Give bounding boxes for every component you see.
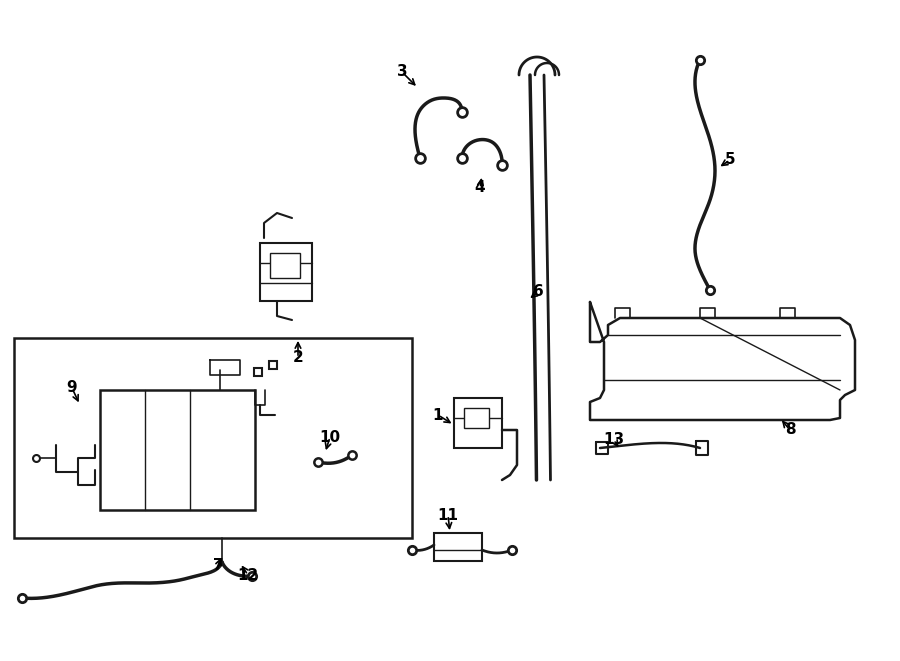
Bar (100, 390, 255, 510)
Text: 3: 3 (397, 65, 408, 79)
Bar (270, 253, 300, 278)
Text: 11: 11 (437, 508, 458, 522)
Text: 8: 8 (785, 422, 796, 438)
Bar (14, 338, 412, 538)
Text: 6: 6 (533, 284, 544, 299)
Text: 1: 1 (433, 407, 443, 422)
Text: 13: 13 (603, 432, 625, 447)
Text: 5: 5 (724, 153, 735, 167)
Bar (260, 243, 312, 301)
Bar (454, 398, 502, 448)
Bar (464, 408, 489, 428)
Text: 7: 7 (212, 559, 223, 574)
Bar (434, 533, 482, 561)
Text: 4: 4 (474, 180, 485, 196)
Text: 2: 2 (292, 350, 303, 366)
Text: 10: 10 (320, 430, 340, 444)
Text: 9: 9 (67, 381, 77, 395)
Text: 12: 12 (238, 568, 258, 582)
